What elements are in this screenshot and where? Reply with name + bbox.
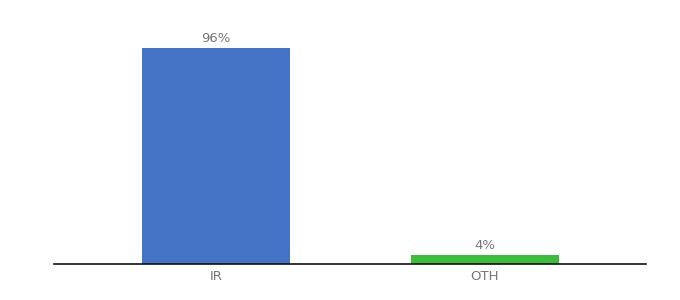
- Bar: [142, 48, 290, 264]
- Text: 4%: 4%: [474, 239, 495, 252]
- Text: 96%: 96%: [201, 32, 231, 45]
- Bar: [411, 255, 558, 264]
